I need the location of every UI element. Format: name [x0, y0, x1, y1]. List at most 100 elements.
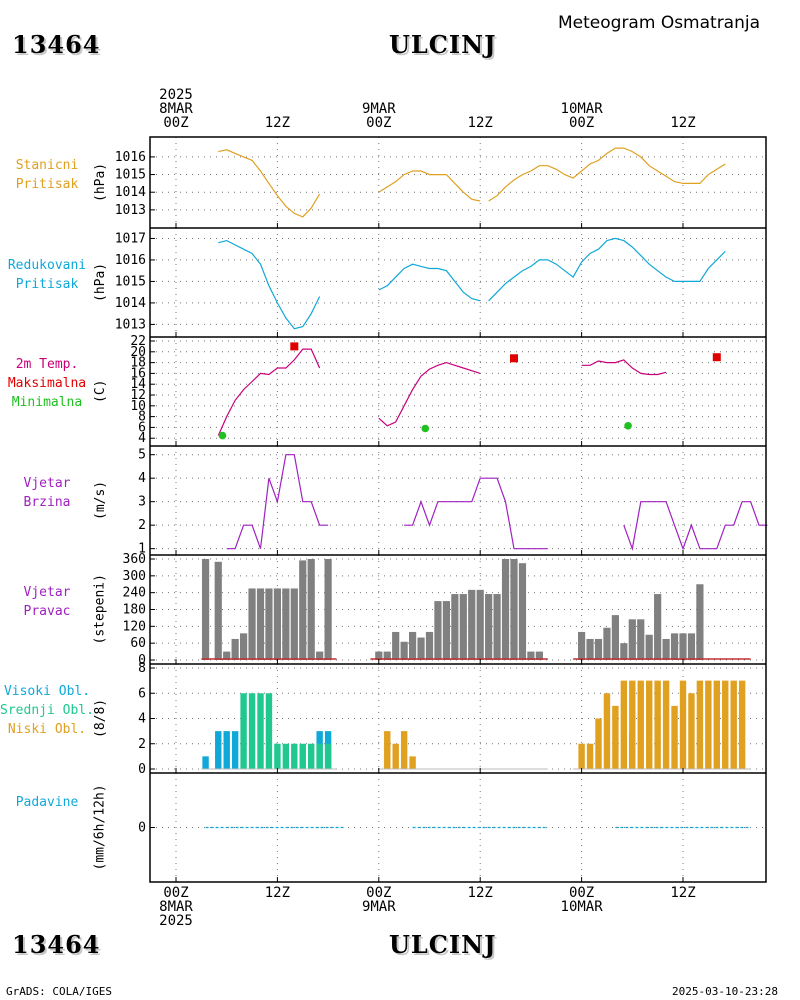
cloud-bar	[595, 718, 602, 769]
y-tick-label: 18	[130, 356, 146, 371]
wind-dir-bar	[451, 594, 459, 660]
wind-dir-bar	[645, 634, 653, 660]
station-name: ULCINJ	[389, 30, 497, 59]
y-tick-label: 3	[138, 495, 146, 510]
panel-label-line: Maksimalna	[7, 376, 87, 391]
series-line	[218, 239, 321, 330]
cloud-bar	[316, 743, 323, 769]
cloud-bar	[409, 756, 416, 769]
bottom-tick-line: 12Z	[467, 885, 493, 901]
top-tick-line: 00Z	[163, 115, 189, 131]
y-tick-label: 300	[123, 569, 146, 584]
y-tick-label: 16	[130, 366, 146, 381]
top-tick: 12Z	[648, 116, 718, 130]
y-tick-label: 8	[138, 661, 146, 676]
wind-dir-bar	[459, 594, 467, 660]
top-tick-line: 10MAR	[560, 101, 603, 117]
cloud-bar	[612, 705, 619, 769]
wind-dir-bar	[256, 588, 265, 660]
y-tick-label: 14	[130, 377, 146, 392]
y-tick-label: 1015	[115, 274, 146, 289]
top-tick: 12Z	[242, 116, 312, 130]
cloud-bar	[646, 680, 653, 769]
cloud-bar	[679, 680, 687, 769]
y-tick-label: 1014	[115, 185, 146, 200]
y-tick-label: 22	[130, 334, 146, 349]
wind-dir-bar	[240, 633, 248, 660]
wind-dir-bar	[231, 638, 239, 660]
wind-dir-bar	[400, 641, 408, 660]
wind-dir-bar	[518, 563, 527, 660]
wind-dir-bar	[637, 619, 645, 660]
y-tick-label: 1013	[115, 317, 146, 332]
series-line	[226, 454, 329, 550]
panel-label-line: Niski Obl.	[7, 722, 87, 737]
cloud-bar	[578, 743, 585, 769]
panel-label-line: Pritisak	[15, 276, 79, 292]
bottom-tick-line: 12Z	[670, 885, 696, 901]
wind-dir-bar	[383, 651, 391, 660]
top-tick-line: 8MAR	[159, 101, 193, 117]
footer-station-name: ULCINJ	[389, 930, 497, 959]
cloud-bar	[688, 693, 695, 769]
panel-label-line: Srednji Obl.	[0, 703, 94, 718]
wind-dir-bar	[578, 631, 586, 660]
wind-dir-bar	[510, 559, 518, 660]
station-id: 13464	[12, 30, 101, 59]
wind-dir-bar	[696, 584, 704, 660]
series-line	[404, 477, 548, 550]
panel-label-line: 2m Temp.	[15, 357, 79, 372]
y-tick-label: 1016	[115, 253, 146, 268]
y-tick-label: 60	[130, 636, 146, 651]
y-tick-label: 6	[138, 420, 146, 435]
y-tick-label: 1016	[115, 150, 146, 165]
y-tick-label: 240	[123, 586, 146, 601]
panel-label-temp: 2m Temp. Maksimalna Minimalna	[0, 355, 94, 412]
cloud-bar	[696, 680, 704, 769]
series-line	[581, 359, 667, 376]
wind-dir-bar	[273, 588, 281, 660]
y-tick-label: 4	[138, 471, 146, 486]
cloud-bar	[654, 680, 661, 769]
panel-label-pr: Padavine	[0, 793, 94, 812]
cloud-bar	[620, 680, 628, 769]
min-temp-marker	[624, 421, 632, 430]
cloud-bar	[223, 731, 230, 769]
meteogram-subtitle: Meteogram Osmatranja	[558, 13, 761, 33]
panel-label-line: Redukovani	[7, 257, 87, 273]
top-tick-line: 00Z	[366, 115, 392, 131]
cloud-bar	[713, 680, 720, 769]
cloud-bar	[240, 693, 247, 769]
wind-dir-bar	[662, 638, 670, 660]
cloud-bar	[231, 731, 239, 769]
y-tick-label: 1015	[115, 168, 146, 183]
y-tick-label: 0	[138, 653, 146, 668]
plot-frame	[149, 136, 767, 883]
panel-label-cl: Visoki Obl. Srednji Obl. Niski Obl.	[0, 682, 94, 739]
cloud-bar	[637, 680, 644, 769]
panel-label-line: Brzina	[23, 494, 71, 510]
cloud-bar	[282, 743, 290, 769]
bottom-tick: 00Z 9MAR	[344, 886, 414, 914]
cloud-bar	[257, 693, 264, 769]
top-tick-line: 12Z	[264, 115, 291, 131]
cloud-bar	[248, 693, 256, 769]
y-tick-label: 0	[138, 762, 146, 777]
cloud-bar	[392, 743, 399, 769]
wind-dir-bar	[611, 615, 619, 660]
cloud-bar	[215, 731, 222, 769]
wind-dir-bar	[434, 601, 442, 660]
y-tick-label: 0	[138, 821, 146, 836]
max-temp-marker	[510, 354, 518, 363]
wind-dir-bar	[493, 594, 501, 660]
panel-label-line: Visoki Obl.	[3, 684, 91, 699]
y-tick-label: 5	[138, 448, 146, 463]
top-tick-line: 2025	[159, 87, 193, 103]
y-tick-label: 4	[138, 431, 146, 446]
panel-label-ws: Vjetar Brzina	[0, 474, 94, 512]
panel-label-line: Padavine	[15, 795, 79, 810]
cloud-bar	[722, 680, 729, 769]
cloud-bar	[730, 680, 737, 769]
y-tick-label: 120	[123, 619, 146, 634]
